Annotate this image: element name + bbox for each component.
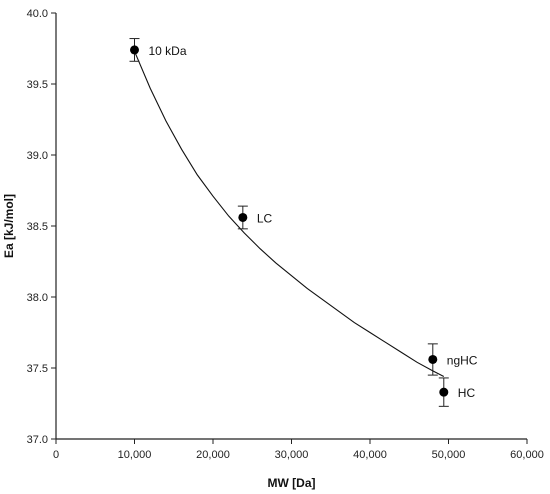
fit-curve-layer — [133, 51, 445, 378]
data-point-group: ngHC — [427, 343, 478, 376]
x-tick-label: 50,000 — [432, 449, 466, 461]
x-tick-label: 20,000 — [196, 449, 230, 461]
y-tick-label: 40.0 — [27, 8, 48, 20]
data-point-group: HC — [438, 377, 476, 407]
x-tick-label: 40,000 — [353, 449, 387, 461]
y-tick-label: 38.0 — [27, 292, 48, 304]
x-tick-label: 30,000 — [275, 449, 309, 461]
x-tick-label: 0 — [53, 449, 59, 461]
data-point — [130, 45, 139, 55]
data-point-label: 10 kDa — [149, 44, 187, 58]
y-tick-label: 37.0 — [27, 434, 48, 446]
data-point — [238, 212, 248, 222]
data-point — [428, 354, 438, 364]
x-axis-title: MW [Da] — [268, 476, 316, 490]
data-point-label: ngHC — [447, 353, 478, 367]
x-tick-label: 10,000 — [118, 449, 152, 461]
data-point-label: HC — [458, 386, 476, 400]
y-tick-label: 38.5 — [27, 221, 48, 233]
x-tick-label: 60,000 — [510, 449, 544, 461]
data-point-group: 10 kDa — [129, 38, 187, 62]
data-points-layer: 10 kDa LC ngHC HC — [129, 38, 478, 407]
y-axis-title: Ea [kJ/mol] — [2, 194, 16, 258]
fit-curve-line — [133, 51, 445, 378]
y-tick-label: 39.5 — [27, 79, 48, 91]
data-point-group: LC — [237, 205, 273, 230]
y-tick-label: 37.5 — [27, 363, 48, 375]
axes: 37.0 37.5 38.0 38.5 39.0 39.5 40.0 0 10,000 20,00… — [27, 8, 544, 461]
data-point — [439, 387, 449, 397]
data-point-label: LC — [257, 211, 273, 225]
y-tick-label: 39.0 — [27, 150, 48, 162]
